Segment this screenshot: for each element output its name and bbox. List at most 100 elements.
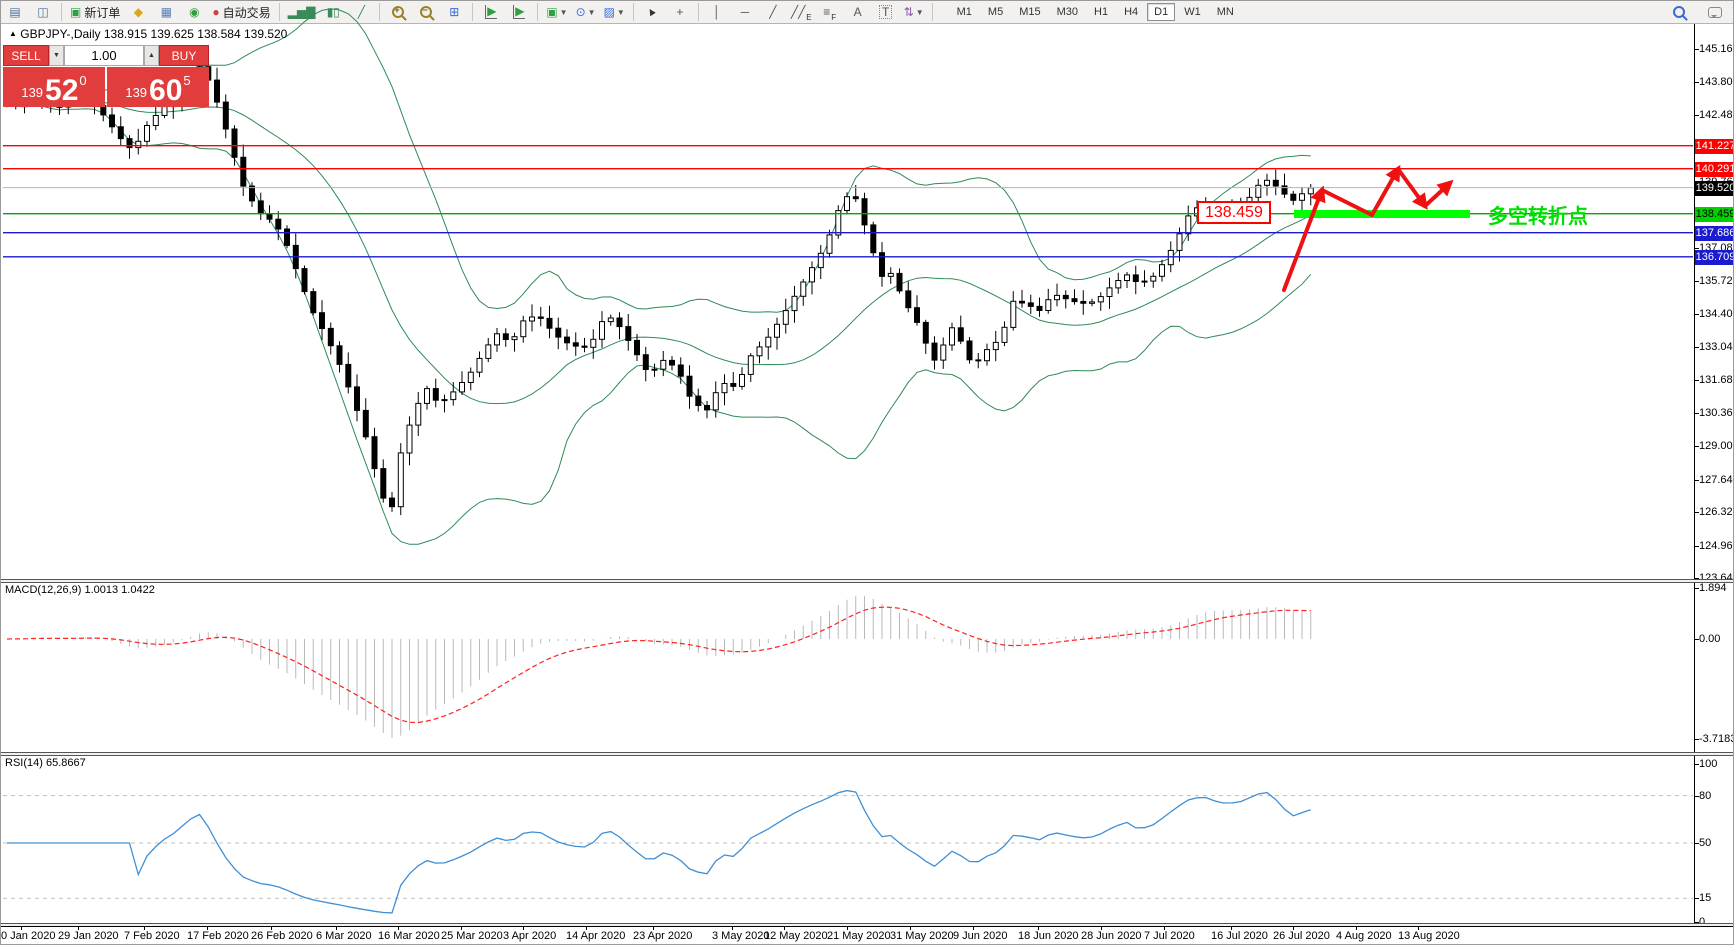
axis-tick-label: 126.320 <box>1699 506 1733 519</box>
bar-chart-button[interactable]: ▂▅▇ <box>285 1 319 23</box>
buy-price-pip: 5 <box>183 73 191 88</box>
text-button[interactable]: A <box>845 1 871 23</box>
timeframe-h4[interactable]: H4 <box>1124 6 1139 18</box>
market-watch-button[interactable]: ▤ <box>2 1 28 23</box>
line-chart-button[interactable]: ╱ <box>348 1 374 23</box>
trendline-button[interactable]: ╱ <box>760 1 786 23</box>
zoom-in-button[interactable]: + <box>385 1 411 23</box>
macd-indicator-label: MACD(12,26,9) 1.0013 1.0422 <box>5 584 155 596</box>
chart-template-button[interactable]: ▨ ▼ <box>601 1 628 23</box>
dropdown-caret-icon: ▼ <box>559 7 568 17</box>
toolbar-separator <box>537 3 539 21</box>
macd-rsi-splitter[interactable] <box>1 752 1733 756</box>
timeframe-bar: M1 M5 M15 M30 H1 H4 D1 W1 MN <box>949 1 1242 23</box>
sell-price-pip: 0 <box>79 73 87 88</box>
search-button[interactable] <box>1666 1 1692 23</box>
trend-zigzag-arrow <box>1320 188 1374 217</box>
profiles-button[interactable]: ⊙ ▼ <box>573 1 599 23</box>
timeframe-d1[interactable]: D1 <box>1147 3 1176 21</box>
data-window-button[interactable]: ◫ <box>30 1 56 23</box>
rsi-indicator-label: RSI(14) 65.8667 <box>5 757 86 769</box>
dropdown-caret-icon: ▼ <box>616 7 625 17</box>
dropdown-caret-icon: ▼ <box>915 7 924 17</box>
price-axis: 145.160143.800142.480141.120139.760138.4… <box>1694 24 1734 928</box>
trend-zigzag-arrow <box>1396 167 1428 210</box>
collapse-icon[interactable]: ▲ <box>9 29 17 38</box>
gold-button[interactable]: ◆ <box>125 1 151 23</box>
buy-price-base: 139 <box>125 85 148 100</box>
text-label-button[interactable]: T <box>873 1 899 23</box>
date-label: 13 Aug 2020 <box>1398 930 1460 942</box>
chart-shift-button[interactable]: ▶ <box>506 1 532 23</box>
axis-tick-label: 133.040 <box>1699 340 1733 353</box>
date-label: 28 Jun 2020 <box>1081 930 1142 942</box>
autoscroll-icon: ▶ <box>485 4 498 19</box>
text-icon: A <box>853 5 862 19</box>
chat-button[interactable] <box>1702 1 1728 23</box>
axis-tick-label: 142.480 <box>1699 108 1733 121</box>
fibonacci-icon: ≡ <box>823 5 831 19</box>
timeframe-mn[interactable]: MN <box>1216 6 1234 18</box>
volume-input[interactable]: 1.00 <box>64 45 144 66</box>
volume-increase-button[interactable]: ▲ <box>144 45 159 66</box>
turning-point-annotation[interactable]: 多空转折点 <box>1488 206 1588 228</box>
autotrade-icon: ● <box>212 5 220 19</box>
level-price-badge: 138.459 <box>1695 206 1734 222</box>
date-label: 26 Jul 2020 <box>1273 930 1330 942</box>
timeframe-m1[interactable]: M1 <box>956 6 972 18</box>
date-label: 23 Apr 2020 <box>633 930 693 942</box>
bar-chart-icon: ▂▅▇ <box>287 5 316 19</box>
toolbar-separator <box>379 3 381 21</box>
axis-tick-label: 143.800 <box>1699 76 1733 89</box>
new-order-button[interactable]: ▣ 新订单 <box>67 1 123 23</box>
timeframe-m5[interactable]: M5 <box>987 6 1004 18</box>
date-label: 12 May 2020 <box>764 930 828 942</box>
timeframe-m30[interactable]: M30 <box>1056 6 1079 18</box>
timeframe-w1[interactable]: W1 <box>1184 6 1201 18</box>
date-label: 3 May 2020 <box>712 930 770 942</box>
sell-button[interactable]: SELL <box>3 45 49 66</box>
fibonacci-button[interactable]: ≡ F <box>823 5 837 22</box>
date-label: 25 Mar 2020 <box>441 930 503 942</box>
rsi-scale-label: 0 <box>1699 916 1706 928</box>
support-level-price-label[interactable]: 138.459 <box>1197 201 1271 224</box>
autoscroll-button[interactable]: ▶ <box>478 1 504 23</box>
level-price-badge: 137.686 <box>1695 225 1734 241</box>
chart-shift-icon: ▶ <box>513 4 526 19</box>
level-price-badge: 140.291 <box>1695 161 1734 177</box>
rsi-panel <box>3 789 1693 914</box>
volume-decrease-button[interactable]: ▼ <box>49 45 64 66</box>
toolbar-separator <box>61 3 62 21</box>
date-axis[interactable]: 0 Jan 2020 29 Jan 2020 7 Feb 2020 17 Feb 20… <box>1 926 1733 944</box>
trend-zigzag-arrow <box>1282 185 1326 292</box>
new-chart-button[interactable]: ▣ ▼ <box>543 1 570 23</box>
history-center-button[interactable]: ▦ <box>153 1 179 23</box>
timeframe-h1[interactable]: H1 <box>1094 6 1109 18</box>
date-label: 16 Jul 2020 <box>1211 930 1268 942</box>
buy-button[interactable]: BUY <box>159 45 209 66</box>
timeframe-m15[interactable]: M15 <box>1019 6 1041 18</box>
crosshair-button[interactable]: + <box>667 1 693 23</box>
tile-windows-button[interactable]: ⊞ <box>441 1 467 23</box>
chart-title: ▲ GBPJPY-,Daily 138.915 139.625 138.584 … <box>9 27 287 41</box>
signal-button[interactable]: ◉ <box>181 1 207 23</box>
level-price-badge: 141.227 <box>1695 138 1734 154</box>
zoom-out-button[interactable]: − <box>413 1 439 23</box>
new-order-label: 新订单 <box>84 5 121 20</box>
chart-macd-splitter[interactable] <box>1 579 1733 583</box>
sell-price[interactable]: 139 52 0 <box>3 67 105 107</box>
axis-tick-label: 131.680 <box>1699 374 1733 387</box>
arrows-button[interactable]: ⇅ ▼ <box>901 1 927 23</box>
new-chart-icon: ▣ <box>546 5 558 19</box>
date-label: 6 Mar 2020 <box>316 930 372 942</box>
equidistant-channel-button[interactable]: ╱╱ E <box>790 5 812 22</box>
date-label: 26 Feb 2020 <box>251 930 313 942</box>
autotrade-button[interactable]: ● 自动交易 <box>209 1 273 23</box>
date-label: 18 Jun 2020 <box>1018 930 1079 942</box>
buy-price[interactable]: 139 60 5 <box>107 67 209 107</box>
tile-windows-icon: ⊞ <box>449 5 460 19</box>
vertical-line-button[interactable]: │ <box>704 1 730 23</box>
horizontal-line-button[interactable]: ─ <box>732 1 758 23</box>
